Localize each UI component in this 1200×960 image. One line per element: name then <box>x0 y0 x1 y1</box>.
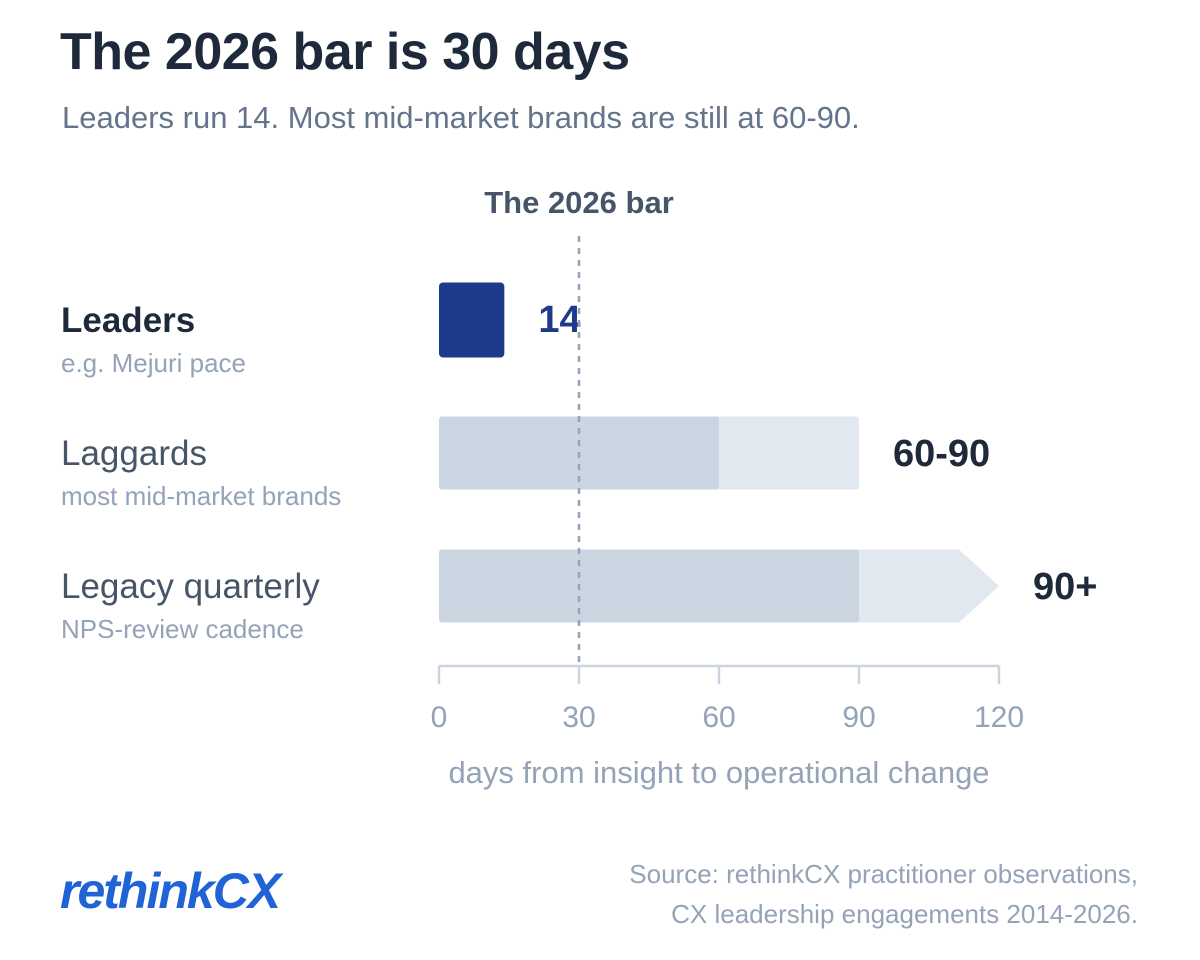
chart-area: The 2026 bar Leaders e.g. Mejuri pace 14 Lag… <box>61 185 1097 790</box>
category-sublabel: most mid-market brands <box>61 481 341 511</box>
source-line-2: CX leadership engagements 2014-2026. <box>671 899 1138 929</box>
bar-core <box>439 549 859 623</box>
logo-prefix: rethink <box>60 863 215 919</box>
source-note: Source: rethinkCX practitioner observati… <box>629 854 1138 934</box>
x-tick-label: 120 <box>974 701 1024 734</box>
chart-title: The 2026 bar is 30 days <box>60 23 630 81</box>
category-sublabel: NPS-review cadence <box>61 614 304 644</box>
category-label: Legacy quarterly <box>61 567 320 606</box>
category-label: Laggards <box>61 434 207 473</box>
value-label: 60-90 <box>893 433 990 475</box>
bar-leaders <box>439 282 505 358</box>
category-label: Leaders <box>61 301 195 340</box>
x-tick-label: 60 <box>702 701 735 734</box>
logo-suffix: CX <box>212 863 281 919</box>
x-tick-label: 0 <box>431 701 448 734</box>
bar-extended <box>715 416 859 490</box>
reference-line-label: The 2026 bar <box>484 185 674 220</box>
chart-subtitle: Leaders run 14. Most mid-market brands a… <box>62 100 860 135</box>
bar-extended-arrow <box>855 549 999 623</box>
x-axis-title: days from insight to operational change <box>448 755 989 790</box>
category-sublabel: e.g. Mejuri pace <box>61 348 246 378</box>
x-tick-label: 90 <box>842 701 875 734</box>
source-line-1: Source: rethinkCX practitioner observati… <box>629 859 1138 889</box>
value-label: 90+ <box>1033 566 1097 608</box>
value-label-leaders: 14 <box>538 299 580 341</box>
x-tick-label: 30 <box>562 701 595 734</box>
rethinkcx-logo: rethinkCX <box>60 862 281 920</box>
